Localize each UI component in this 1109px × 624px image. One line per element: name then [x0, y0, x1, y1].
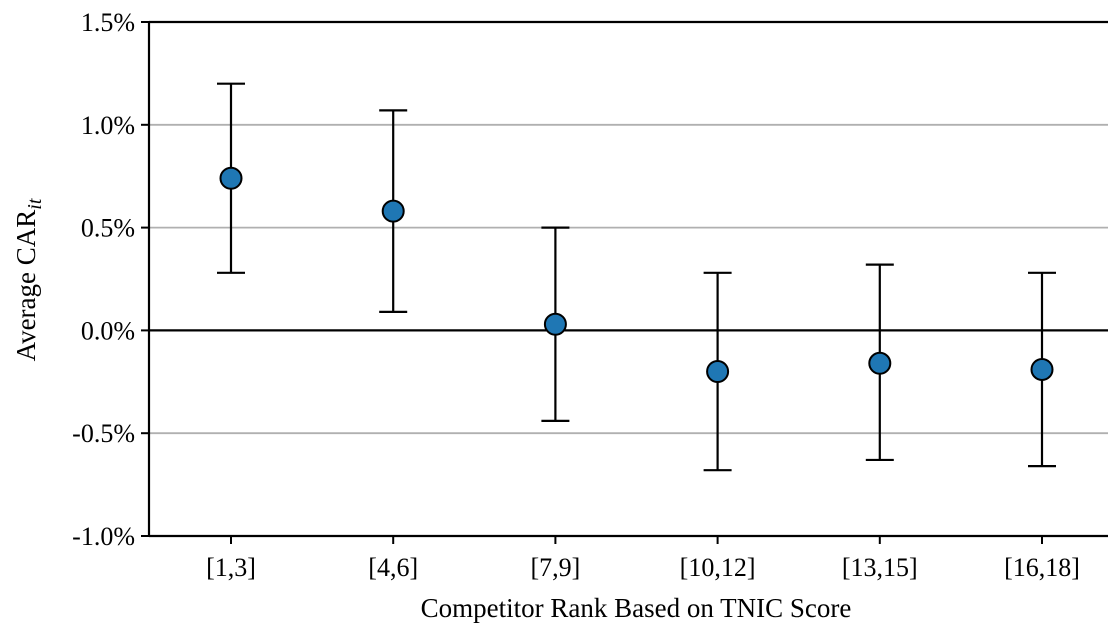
x-tick-label: [4,6]	[368, 553, 418, 582]
y-axis-label-subscript: it	[24, 198, 46, 210]
data-point	[1030, 357, 1054, 381]
x-tick-label: [13,15]	[842, 553, 918, 582]
data-points	[219, 166, 1054, 384]
y-tick-label: -0.5%	[72, 419, 135, 448]
y-tick-label: 1.0%	[81, 111, 135, 140]
data-point	[543, 312, 567, 336]
x-tick-label: [16,18]	[1004, 553, 1080, 582]
data-point	[706, 360, 730, 384]
y-ticks: -1.0% -0.5% 0.0% 0.5% 1.0% 1.5%	[72, 8, 149, 551]
x-tick-label: [1,3]	[206, 553, 256, 582]
data-point	[868, 351, 892, 375]
x-tick-label: [10,12]	[680, 553, 756, 582]
data-point	[219, 166, 243, 190]
grid-lines	[149, 123, 1108, 435]
y-tick-label: 0.5%	[81, 214, 135, 243]
y-tick-label: -1.0%	[72, 522, 135, 551]
y-tick-label: 0.0%	[81, 316, 135, 345]
axes	[147, 20, 1108, 538]
data-point	[381, 199, 405, 223]
y-tick-label: 1.5%	[81, 8, 135, 37]
x-ticks: [1,3] [4,6] [7,9] [10,12] [13,15] [16,18]	[206, 536, 1080, 582]
x-tick-label: [7,9]	[530, 553, 580, 582]
y-axis-label-main: Average CAR	[11, 210, 41, 362]
y-axis-label: Average CARit	[11, 198, 46, 361]
x-axis-label: Competitor Rank Based on TNIC Score	[421, 593, 852, 623]
error-bars	[217, 82, 1056, 472]
